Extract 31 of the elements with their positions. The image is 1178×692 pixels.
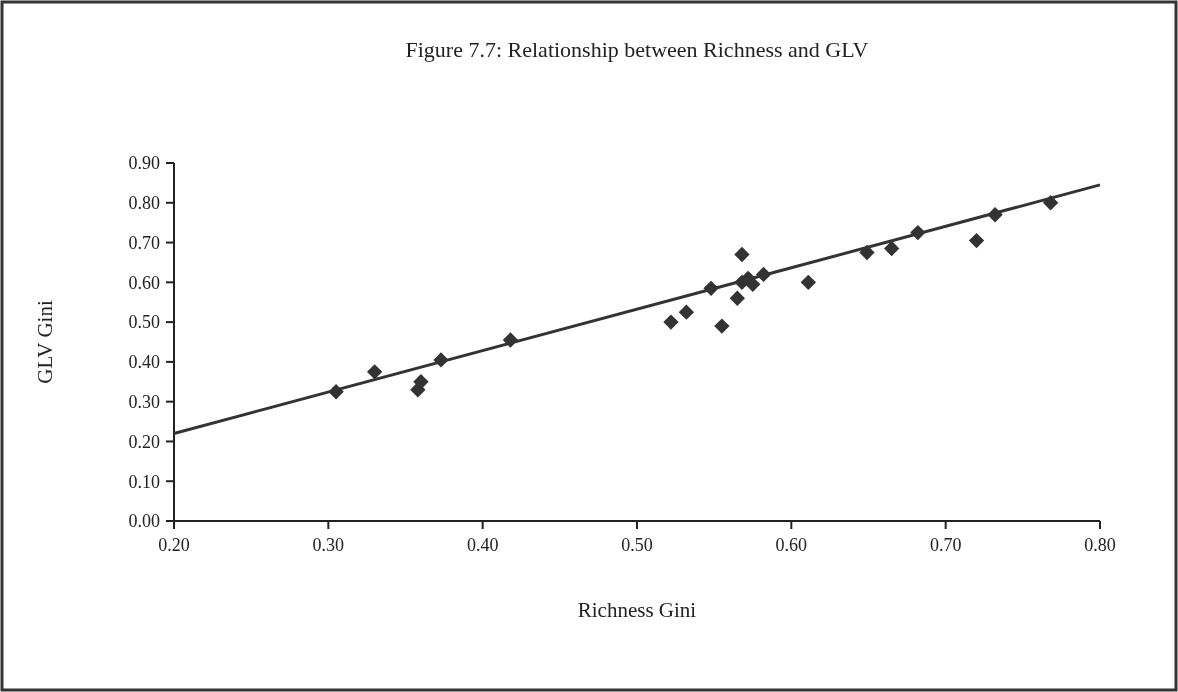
point <box>663 314 679 330</box>
y-tick-label: 0.30 <box>128 391 160 412</box>
point <box>883 240 900 257</box>
y-tick-label: 0.80 <box>128 193 160 214</box>
point <box>968 232 985 249</box>
x-tick-label: 0.50 <box>621 535 653 555</box>
y-tick-label: 0.90 <box>128 153 160 174</box>
y-tick-label: 0.70 <box>128 232 160 253</box>
point <box>366 364 383 380</box>
x-tick-label: 0.80 <box>1084 535 1116 555</box>
y-tick-label: 0.10 <box>128 471 160 492</box>
x-tick-label: 0.40 <box>466 535 499 555</box>
y-tick-label: 0.20 <box>128 431 160 452</box>
point <box>800 274 816 290</box>
x-tick-label: 0.30 <box>312 535 345 555</box>
point <box>678 304 695 320</box>
point <box>714 318 730 334</box>
y-tick-label: 0.40 <box>128 352 160 373</box>
y-tick-label: 0.50 <box>128 312 160 333</box>
point <box>859 244 875 261</box>
point <box>729 290 745 306</box>
x-tick-label: 0.70 <box>929 535 962 555</box>
x-tick-label: 0.60 <box>775 535 808 555</box>
x-axis-title: Richness Gini <box>577 598 697 622</box>
y-axis-title: GLV Gini <box>33 300 57 384</box>
y-tick-label: 0.00 <box>128 511 160 532</box>
y-tick-label: 0.60 <box>128 272 160 293</box>
x-tick-label: 0.20 <box>158 535 190 555</box>
chart-title: Figure 7.7: Relationship between Richness and GLV <box>405 37 869 62</box>
point <box>734 246 750 263</box>
point <box>413 374 429 390</box>
